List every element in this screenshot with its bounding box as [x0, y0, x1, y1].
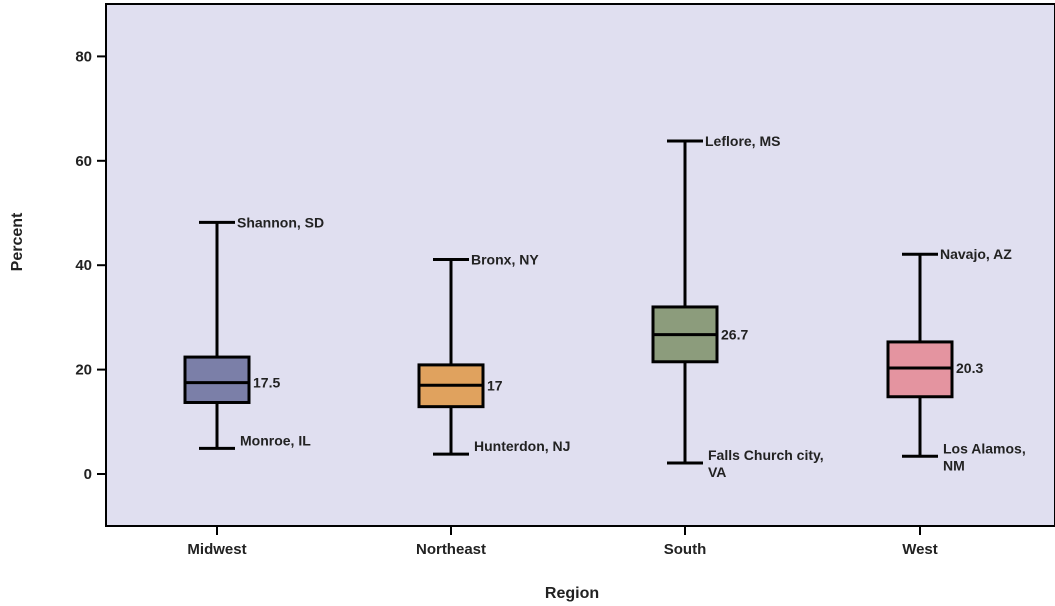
max-annotation: Bronx, NY [471, 251, 539, 267]
y-axis-title: Percent [9, 212, 26, 271]
median-label: 17 [487, 377, 503, 393]
box-south: 26.7 Leflore, MS Falls Church city,VA [651, 133, 824, 480]
max-annotation: Navajo, AZ [940, 246, 1012, 262]
x-tick-label: Northeast [416, 541, 486, 558]
min-annotation: Los Alamos, [943, 440, 1026, 456]
y-tick-label: 20 [75, 362, 92, 379]
box-northeast: 17 Bronx, NY Hunterdon, NJ [417, 251, 570, 456]
max-annotation: Shannon, SD [237, 214, 324, 230]
min-annotation: VA [708, 464, 726, 480]
plot-area [105, 3, 1055, 527]
max-annotation: Leflore, MS [705, 133, 780, 149]
y-axis: 0 20 40 60 80 [75, 48, 106, 483]
box-midwest: 17.5 Shannon, SD Monroe, IL [183, 214, 324, 450]
x-axis: Midwest Northeast South West [187, 526, 938, 558]
y-tick-label: 60 [75, 153, 92, 170]
x-axis-title: Region [545, 585, 599, 602]
median-label: 26.7 [721, 327, 748, 343]
y-tick-label: 40 [75, 257, 92, 274]
min-annotation: Falls Church city, [708, 447, 824, 463]
x-tick-label: South [664, 541, 707, 558]
y-tick-label: 0 [84, 466, 92, 483]
min-annotation: NM [943, 457, 965, 473]
x-tick-label: West [902, 541, 938, 558]
x-tick-label: Midwest [187, 541, 246, 558]
min-annotation: Monroe, IL [240, 432, 311, 448]
iqr-box [183, 355, 251, 404]
box-west: 20.3 Navajo, AZ Los Alamos,NM [886, 246, 1026, 473]
median-label: 20.3 [956, 360, 983, 376]
min-annotation: Hunterdon, NJ [474, 438, 570, 454]
y-tick-label: 80 [75, 48, 92, 65]
box-series: 17.5 Shannon, SD Monroe, IL 17 Bronx, NY Hunt… [183, 133, 1026, 480]
median-label: 17.5 [253, 375, 280, 391]
